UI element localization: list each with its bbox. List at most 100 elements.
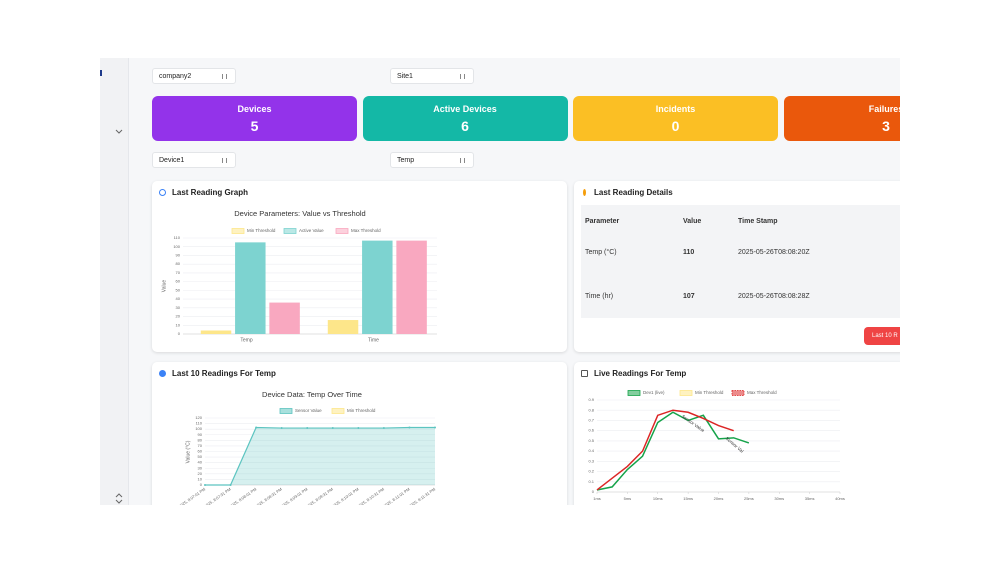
table-cell: 110 — [683, 249, 695, 256]
legend-label: Max Threshold — [747, 390, 777, 395]
table-header: Value — [683, 218, 702, 225]
legend-label: Active Value — [299, 228, 324, 233]
history-panel: Last 10 Readings For Temp Device Data: T… — [152, 362, 567, 505]
bar — [327, 320, 359, 334]
details-table: Parameter Value Time Stamp Temp (°C) 110 2025… — [581, 205, 900, 318]
legend-label: Sensor Value — [295, 408, 322, 413]
live-chart: Dev1 (live) Min Threshold Max Threshold 0 0.… — [588, 390, 845, 501]
parameter-select[interactable]: Temp — [390, 152, 474, 168]
stat-card: Active Devices 6 — [362, 96, 568, 141]
x-tick-label: 10ms — [653, 496, 663, 501]
y-tick-label: 40 — [198, 460, 203, 465]
icon — [159, 370, 166, 377]
y-tick-label: 0 — [178, 331, 181, 336]
bar — [235, 242, 266, 334]
stat-card: Devices 5 — [152, 96, 357, 141]
bar — [200, 330, 232, 334]
legend-label: Min Threshold — [695, 390, 724, 395]
y-tick-label: 0.4 — [588, 448, 594, 453]
y-tick-label: 20 — [198, 471, 203, 476]
last-readings-button[interactable]: Last 10 R — [864, 327, 900, 345]
panel-title: Live Readings For Temp — [594, 369, 687, 378]
table-cell: Time (hr) — [585, 293, 614, 300]
panel-title: Last Reading Details — [594, 188, 673, 197]
chart-title: Device Data: Temp Over Time — [262, 390, 362, 399]
x-tick-label: 25ms — [744, 496, 754, 501]
icon — [583, 189, 586, 196]
line — [205, 426, 435, 486]
app: company2 Site1 Device1 Temp Devices 5 Acti… — [100, 58, 900, 505]
card-value: 0 — [671, 118, 680, 134]
sidebar — [100, 58, 129, 505]
graph-panel: Last Reading Graph Device Parameters: Va… — [152, 181, 567, 352]
icon — [581, 370, 588, 377]
line — [596, 411, 750, 491]
y-tick-label: 100 — [173, 244, 180, 249]
y-tick-label: 120 — [195, 415, 202, 420]
y-tick-label: 110 — [174, 235, 181, 240]
y-tick-label: 0 — [592, 489, 595, 494]
stat-card: Failures 3 — [783, 96, 900, 141]
x-tick-label: 30ms — [774, 496, 784, 501]
company-select[interactable]: company2 — [152, 68, 236, 84]
y-tick-label: 0.7 — [588, 418, 594, 423]
line — [596, 409, 734, 491]
legend-label: Min Threshold — [247, 228, 276, 233]
y-tick-label: 0.1 — [588, 479, 594, 484]
y-tick-label: 30 — [198, 465, 203, 470]
y-tick-label: 70 — [198, 443, 203, 448]
table-cell: 107 — [683, 293, 695, 300]
legend-swatch — [279, 408, 293, 414]
x-tick-label: Time — [368, 337, 379, 343]
y-tick-label: 10 — [176, 322, 181, 327]
stat-card: Incidents 0 — [573, 96, 778, 141]
y-tick-label: 110 — [196, 421, 203, 426]
sidebar-icons — [115, 129, 123, 504]
point — [204, 484, 206, 486]
y-tick-label: 80 — [176, 261, 181, 266]
y-tick-label: 50 — [198, 454, 203, 459]
bar — [396, 240, 427, 334]
x-tick-label: 40ms — [835, 496, 845, 501]
point — [331, 427, 334, 430]
y-tick-label: 40 — [176, 296, 181, 301]
chart-title: Device Parameters: Value vs Threshold — [234, 209, 365, 218]
y-tick-label: 70 — [176, 270, 181, 275]
card-value: 3 — [882, 118, 890, 134]
legend-swatch — [231, 228, 245, 234]
logo-mark — [100, 70, 102, 76]
y-tick-label: 80 — [198, 437, 203, 442]
x-tick-label: 1ms — [593, 496, 601, 501]
legend-label: Dev1 (live) — [643, 390, 665, 395]
table-cell: 2025-05-26T08:08:20Z — [738, 249, 810, 256]
card-value: 6 — [461, 118, 469, 134]
card-label: Incidents — [655, 104, 696, 114]
point — [255, 426, 258, 429]
x-tick-label: Temp — [240, 337, 252, 343]
card-value: 5 — [250, 118, 259, 134]
icon — [159, 189, 166, 196]
x-tick-label: 5ms — [624, 496, 632, 501]
device-select[interactable]: Device1 — [152, 152, 236, 168]
y-axis-label: Value (°C) — [185, 440, 191, 463]
legend-label: Min Threshold — [347, 408, 376, 413]
y-tick-label: 0.9 — [588, 397, 594, 402]
y-tick-label: 0.6 — [588, 428, 594, 433]
legend-swatch — [731, 390, 745, 396]
site-select[interactable]: Site1 — [390, 68, 474, 84]
card-label: Failures — [868, 104, 900, 114]
bar — [269, 302, 300, 334]
legend-swatch — [335, 228, 349, 234]
legend-swatch — [331, 408, 345, 414]
chevron[interactable] — [115, 129, 123, 134]
y-tick-label: 50 — [176, 287, 181, 292]
x-tick-label: 5/26/2025, 8:07:01 PM — [170, 487, 206, 505]
point — [229, 484, 232, 486]
area — [205, 427, 435, 485]
toggle[interactable] — [115, 493, 123, 504]
x-tick-label: 35ms — [805, 496, 815, 501]
point — [408, 426, 411, 429]
point — [357, 427, 360, 430]
point — [306, 427, 309, 430]
